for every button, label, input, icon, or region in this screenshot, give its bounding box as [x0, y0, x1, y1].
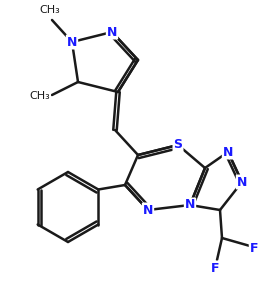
Text: CH₃: CH₃	[40, 5, 60, 15]
Text: N: N	[67, 36, 77, 48]
Text: N: N	[237, 176, 247, 188]
Text: N: N	[143, 203, 153, 217]
Text: N: N	[185, 198, 195, 211]
Text: F: F	[211, 262, 219, 274]
Text: F: F	[250, 241, 258, 255]
Text: N: N	[223, 146, 233, 158]
Text: N: N	[107, 25, 117, 38]
Text: S: S	[173, 139, 182, 152]
Text: CH₃: CH₃	[30, 91, 50, 101]
